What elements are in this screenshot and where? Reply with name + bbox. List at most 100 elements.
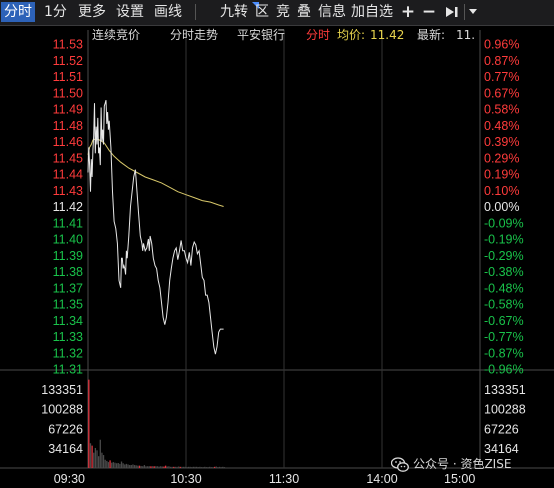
- volume-bar: [205, 467, 208, 468]
- volume-tick-label: 133351: [484, 383, 526, 397]
- volume-bar: [215, 466, 217, 468]
- volume-bar: [171, 466, 173, 468]
- price-tick-label: 11.51: [53, 70, 83, 84]
- price-tick-label: 11.52: [53, 54, 83, 68]
- volume-bar: [174, 466, 177, 468]
- percent-tick-label: 0.77%: [484, 70, 519, 84]
- volume-bar: [210, 467, 212, 468]
- price-tick-label: 11.53: [53, 38, 83, 52]
- zone-button[interactable]: 区: [255, 4, 269, 20]
- more-button[interactable]: 更多: [78, 4, 106, 20]
- volume-bar: [143, 465, 146, 468]
- percent-tick-label: -0.77%: [484, 330, 524, 344]
- volume-bar: [111, 462, 113, 468]
- volume-bar: [96, 450, 98, 468]
- price-tick-label: 11.37: [53, 281, 83, 295]
- volume-bar: [155, 466, 157, 468]
- volume-tick-label: 67226: [484, 422, 519, 436]
- volume-bar: [173, 466, 175, 468]
- bid-button[interactable]: 竞: [276, 4, 290, 20]
- add-watchlist-button[interactable]: 加自选: [351, 4, 393, 20]
- step-forward-icon[interactable]: [442, 2, 462, 22]
- volume-bar: [91, 445, 93, 468]
- dropdown-arrow-icon[interactable]: [466, 2, 480, 22]
- volume-bar: [222, 466, 224, 468]
- price-tick-label: 11.33: [53, 330, 83, 344]
- volume-bar: [186, 467, 188, 468]
- price-tick-label: 11.41: [53, 216, 83, 230]
- volume-bar: [187, 466, 190, 468]
- percent-tick-label: 0.29%: [484, 151, 519, 165]
- volume-bar: [161, 466, 163, 468]
- price-tick-label: 11.43: [53, 184, 83, 198]
- volume-tick-label: 34164: [484, 442, 519, 456]
- volume-bar: [197, 467, 199, 468]
- volume-bar: [178, 466, 180, 468]
- chart-title: 分时走势: [170, 28, 218, 42]
- volume-bar: [218, 466, 221, 468]
- volume-bar: [137, 465, 139, 468]
- avg-price-line: [87, 137, 224, 207]
- plus-icon[interactable]: +: [400, 2, 416, 22]
- percent-tick-label: -0.38%: [484, 265, 524, 279]
- minus-icon[interactable]: −: [421, 2, 437, 22]
- volume-bar: [191, 467, 193, 468]
- volume-bar: [163, 466, 165, 468]
- percent-tick-label: -0.96%: [484, 363, 524, 377]
- volume-bar: [209, 466, 211, 468]
- volume-bar: [104, 459, 106, 468]
- time-tick-label: 10:30: [170, 472, 201, 486]
- volume-bar: [133, 465, 136, 468]
- volume-bar: [94, 447, 97, 468]
- volume-bar: [101, 452, 103, 468]
- info-button[interactable]: 信息: [318, 4, 346, 20]
- volume-tick-label: 100288: [484, 403, 526, 417]
- settings-button[interactable]: 设置: [116, 4, 144, 20]
- volume-bar: [176, 466, 178, 468]
- draw-line-button[interactable]: 画线: [154, 4, 182, 20]
- volume-bar: [153, 466, 155, 468]
- volume-bar: [138, 465, 141, 468]
- percent-tick-label: -0.48%: [484, 281, 524, 295]
- volume-tick-label: 34164: [48, 442, 83, 456]
- volume-bar: [112, 462, 114, 468]
- volume-bar: [181, 466, 183, 468]
- volume-bar: [223, 467, 226, 468]
- volume-bar: [93, 452, 95, 468]
- time-tick-label: 11:30: [269, 472, 299, 486]
- volume-bar: [217, 467, 219, 468]
- price-tick-label: 11.50: [53, 86, 83, 100]
- volume-bar: [166, 466, 168, 468]
- volume-bar: [189, 466, 191, 468]
- percent-tick-label: 0.19%: [484, 168, 519, 182]
- toolbar-divider: [195, 4, 196, 20]
- overlay-button[interactable]: 叠: [297, 4, 311, 20]
- volume-bar: [169, 466, 172, 468]
- volume-bar: [148, 466, 150, 468]
- percent-tick-label: 0.48%: [484, 119, 519, 133]
- volume-tick-label: 67226: [48, 422, 83, 436]
- volume-bar: [135, 465, 137, 468]
- volume-bar: [160, 466, 162, 468]
- percent-tick-label: 0.67%: [484, 86, 519, 100]
- jiuzhuan-button[interactable]: 九转: [220, 4, 248, 20]
- tab-1min[interactable]: 1分: [44, 4, 67, 20]
- volume-bar: [129, 465, 131, 468]
- percent-tick-label: 0.87%: [484, 54, 519, 68]
- tab-intraday[interactable]: 分时: [1, 2, 35, 22]
- price-tick-label: 11.42: [53, 200, 83, 214]
- percent-tick-label: 0.58%: [484, 103, 519, 117]
- volume-bar: [158, 466, 160, 468]
- percent-tick-label: 0.96%: [484, 38, 519, 52]
- price-tick-label: 11.49: [53, 103, 83, 117]
- volume-bar: [119, 463, 121, 468]
- volume-bar: [145, 466, 147, 468]
- volume-tick-label: 133351: [41, 383, 83, 397]
- volume-bar: [164, 465, 167, 468]
- volume-bar: [115, 463, 118, 468]
- avg-price-label: 均价:: [337, 28, 365, 42]
- percent-tick-label: -0.58%: [484, 298, 524, 312]
- volume-bar: [147, 466, 149, 468]
- chart-toolbar: 分时 1分 更多 设置 画线 九转 区 竞 叠 信息 加自选 + −: [0, 0, 554, 26]
